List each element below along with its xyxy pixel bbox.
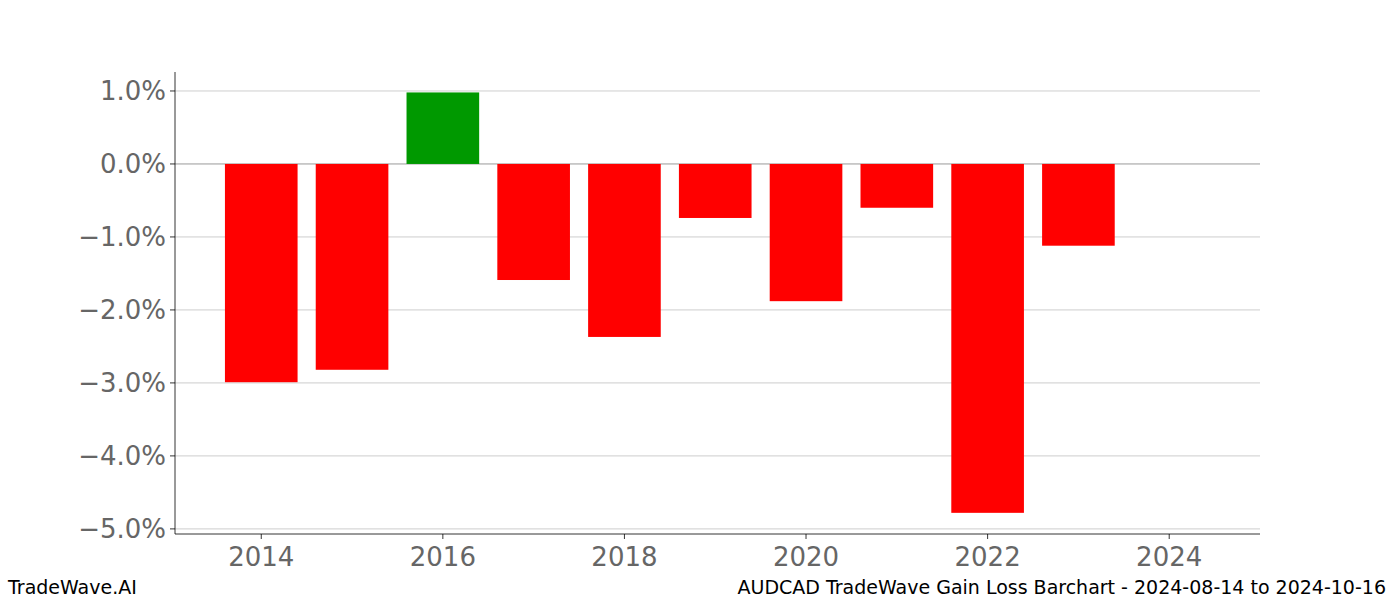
x-tick-label: 2014 bbox=[228, 542, 294, 572]
x-tick bbox=[624, 534, 625, 539]
grid-line bbox=[175, 528, 1260, 529]
x-tick bbox=[442, 534, 443, 539]
title: AUDCAD TradeWave Gain Loss Barchart - 20… bbox=[737, 576, 1386, 598]
x-axis bbox=[175, 534, 1260, 535]
x-tick-label: 2024 bbox=[1136, 542, 1202, 572]
grid-line bbox=[175, 455, 1260, 456]
y-tick bbox=[170, 455, 175, 456]
bar bbox=[316, 164, 389, 370]
x-tick bbox=[987, 534, 988, 539]
y-tick-label: −3.0% bbox=[78, 368, 166, 398]
bar bbox=[951, 164, 1024, 513]
y-tick-label: −2.0% bbox=[78, 295, 166, 325]
bar bbox=[861, 164, 934, 208]
y-tick-label: 0.0% bbox=[100, 149, 166, 179]
y-tick-label: −5.0% bbox=[78, 514, 166, 544]
footer-brand: TradeWave.AI bbox=[7, 576, 137, 598]
bar bbox=[225, 164, 298, 382]
x-tick-label: 2016 bbox=[410, 542, 476, 572]
x-tick-label: 2018 bbox=[591, 542, 657, 572]
x-tick bbox=[806, 534, 807, 539]
x-tick-label: 2022 bbox=[955, 542, 1021, 572]
y-tick bbox=[170, 90, 175, 91]
bar bbox=[497, 164, 570, 280]
grid bbox=[175, 91, 1260, 529]
bar bbox=[679, 164, 752, 218]
y-tick-label: 1.0% bbox=[100, 76, 166, 106]
x-tick-label: 2020 bbox=[773, 542, 839, 572]
grid-line bbox=[175, 382, 1260, 383]
x-tick bbox=[261, 534, 262, 539]
bar bbox=[407, 92, 480, 164]
bar bbox=[588, 164, 661, 337]
background bbox=[0, 0, 1400, 600]
y-tick bbox=[170, 528, 175, 529]
grid-line bbox=[175, 90, 1260, 91]
chart: −5.0% −4.0% −3.0% −2.0% −1.0% 0.0% 1.0% 2014 201… bbox=[0, 0, 1400, 600]
x-tick bbox=[1169, 534, 1170, 539]
y-tick bbox=[170, 309, 175, 310]
bars bbox=[225, 92, 1115, 512]
bar bbox=[770, 164, 843, 301]
y-tick bbox=[170, 236, 175, 237]
bar bbox=[1042, 164, 1115, 246]
y-tick bbox=[170, 382, 175, 383]
y-tick-label: −1.0% bbox=[78, 222, 166, 252]
y-axis bbox=[175, 72, 176, 534]
y-tick bbox=[170, 163, 175, 164]
y-tick-label: −4.0% bbox=[78, 441, 166, 471]
